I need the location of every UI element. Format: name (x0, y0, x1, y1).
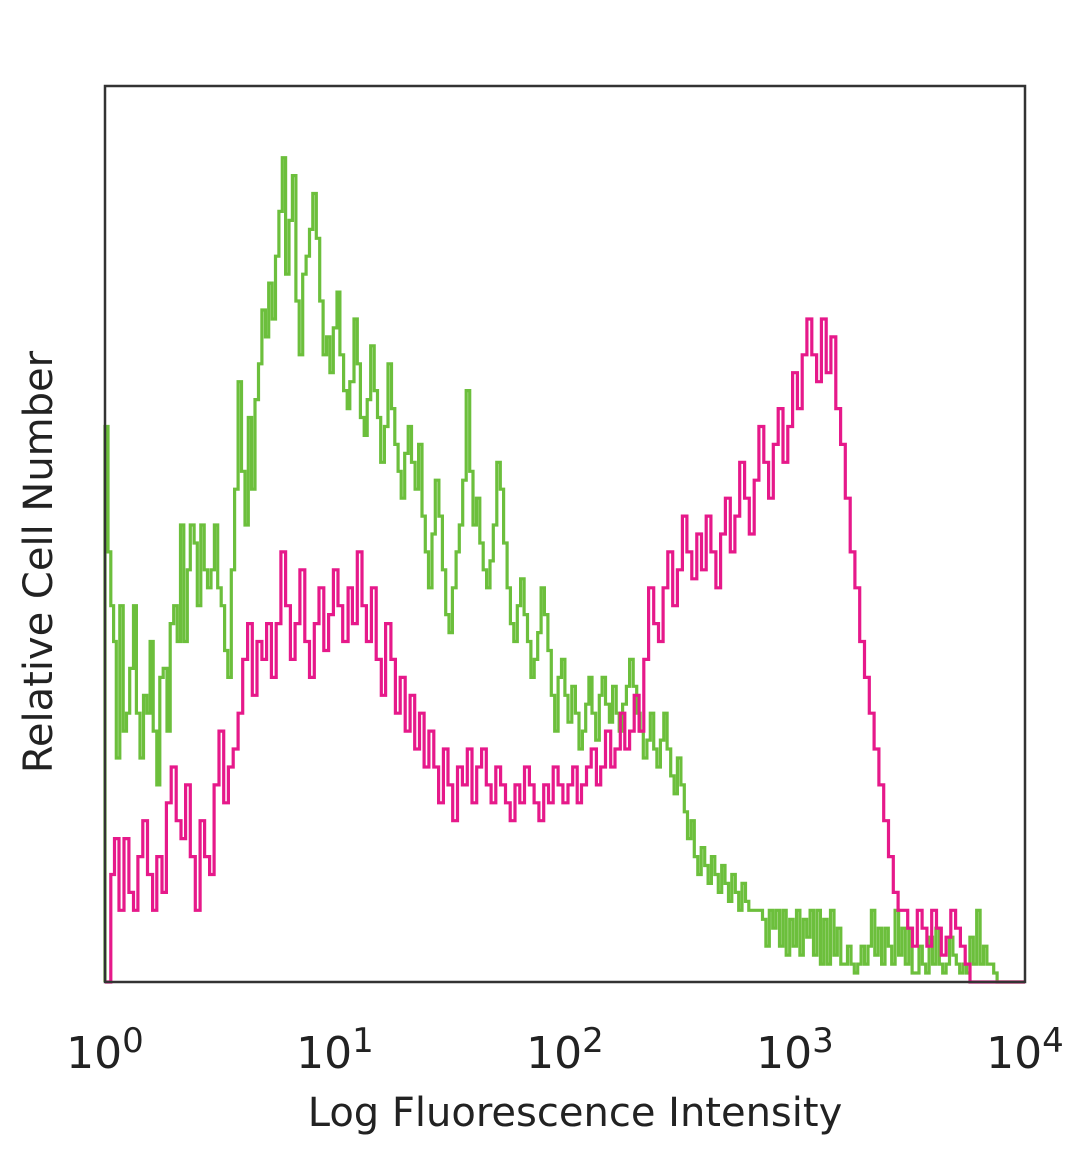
x-tick-label-1: 101 (296, 1021, 374, 1079)
x-axis-title: Log Fluorescence Intensity (308, 1090, 843, 1136)
plot-frame (103, 84, 1027, 984)
histogram-series-2 (105, 317, 1025, 984)
x-tick-label-4: 104 (986, 1021, 1064, 1079)
x-tick-label-3: 103 (756, 1021, 834, 1079)
y-axis-title: Relative Cell Number (16, 350, 62, 773)
histogram-series-1 (103, 156, 1025, 984)
x-tick-labels: 100 101 102 103 104 (66, 1021, 1064, 1079)
x-tick-label-2: 102 (526, 1021, 604, 1079)
series-layer (103, 156, 1025, 984)
x-tick-label-0: 100 (66, 1021, 144, 1079)
